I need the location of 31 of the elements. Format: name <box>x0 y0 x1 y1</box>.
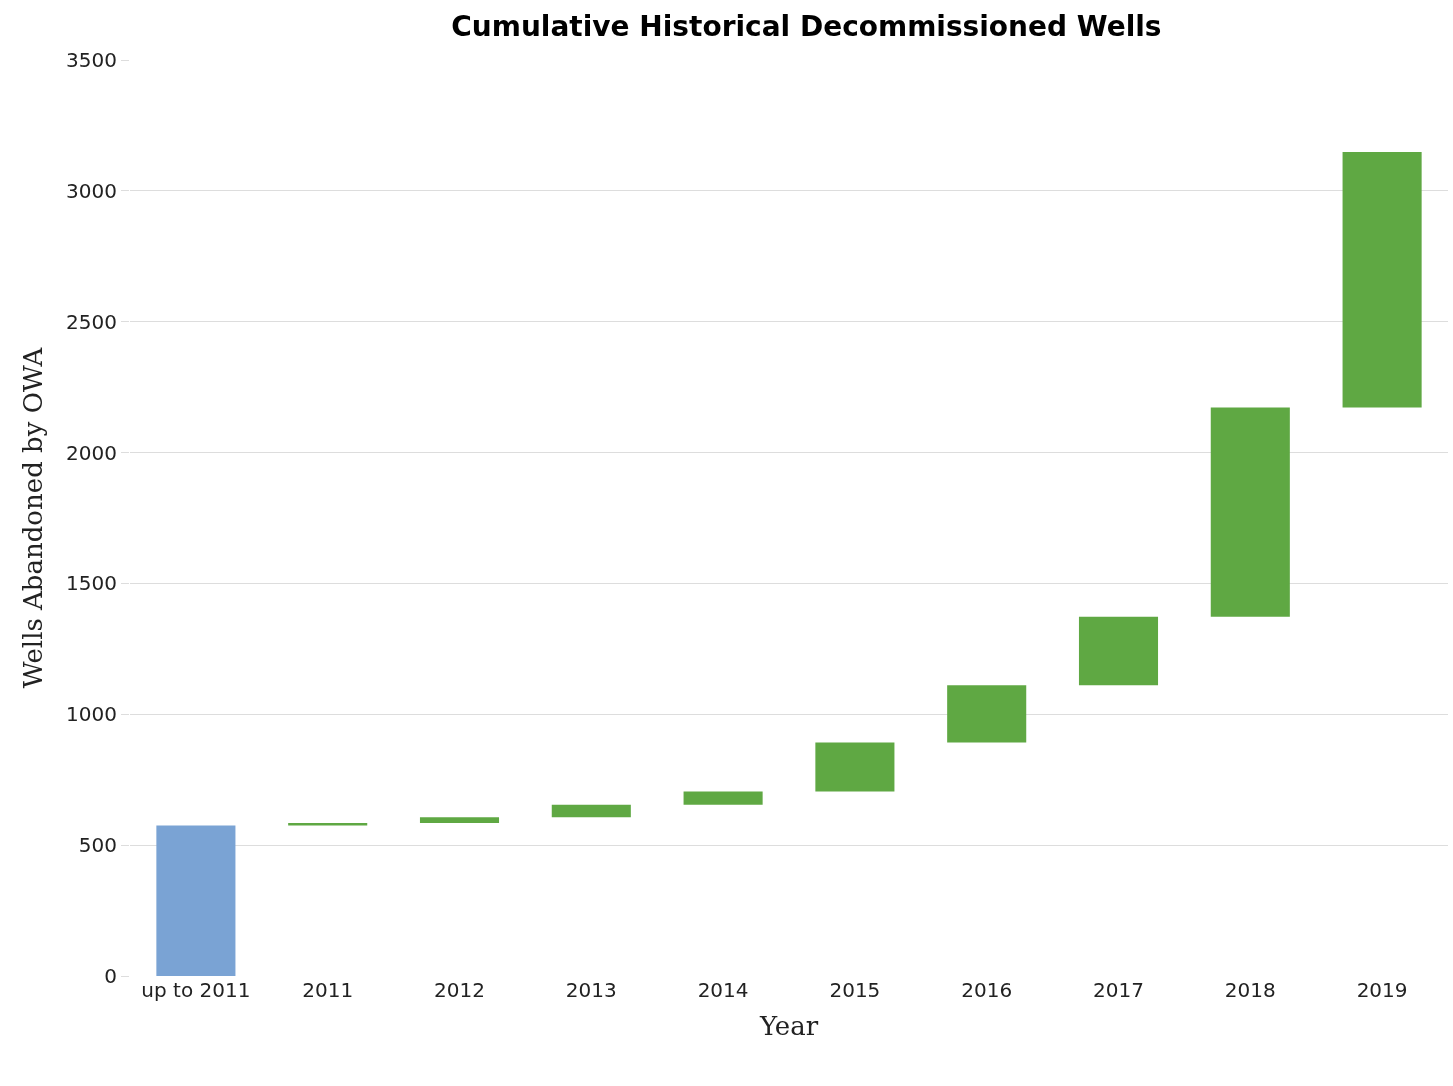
bar <box>288 822 368 826</box>
y-tick-label: 2500 <box>66 309 117 334</box>
x-tick-label: 2014 <box>697 978 749 1002</box>
y-tick-label: 1000 <box>66 702 117 727</box>
y-axis-title: Wells Abandoned by OWA <box>18 346 49 689</box>
y-tick-label: 2000 <box>66 440 117 465</box>
bar <box>419 817 500 823</box>
x-tick-label: 2011 <box>302 978 354 1002</box>
x-tick-label: 2016 <box>961 978 1013 1002</box>
bar <box>683 791 763 805</box>
x-tick-label: 2019 <box>1356 978 1408 1002</box>
y-tick-label: 3500 <box>66 48 117 72</box>
y-tick-label: 1500 <box>66 571 117 596</box>
x-tick-label: 2018 <box>1224 978 1276 1002</box>
bar <box>1210 407 1290 617</box>
bar <box>551 804 631 818</box>
x-tick-label: up to 2011 <box>141 978 251 1002</box>
x-tick-label: 2015 <box>829 978 881 1002</box>
y-tick-label: 500 <box>78 833 117 858</box>
bar <box>947 685 1027 743</box>
bar <box>1078 616 1159 686</box>
x-tick-label: 2012 <box>434 978 485 1002</box>
y-tick-label: 3000 <box>66 178 117 203</box>
bar <box>815 742 895 792</box>
bar <box>1342 152 1422 408</box>
x-tick-label: 2013 <box>565 978 617 1002</box>
x-tick-label: 2017 <box>1093 978 1144 1002</box>
y-tick-label: 0 <box>104 964 117 988</box>
chart-title: Cumulative Historical Decommissioned Wells <box>451 9 1162 43</box>
bar <box>156 825 236 976</box>
x-axis-title: Year <box>758 1010 819 1041</box>
